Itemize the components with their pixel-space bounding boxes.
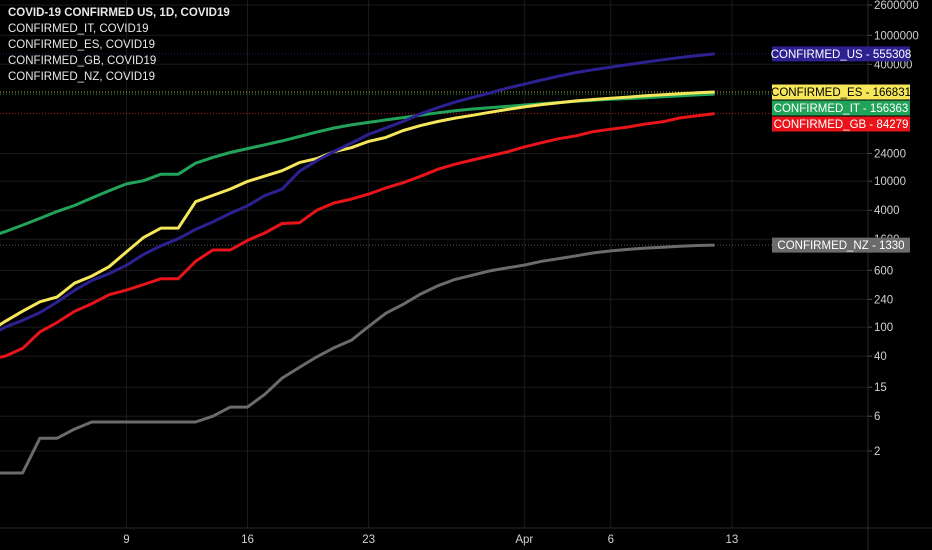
y-axis[interactable]: 2600000100000040000024000100004000160060… — [867, 0, 919, 550]
y-tick-label: 40 — [874, 351, 887, 363]
y-tick-label: 6 — [874, 411, 880, 423]
badge-label: CONFIRMED_NZ - 1330 — [777, 240, 904, 252]
y-tick-label: 4000 — [874, 205, 900, 217]
badge-label: CONFIRMED_IT - 156363 — [774, 103, 909, 115]
badge-confirmed-us[interactable]: CONFIRMED_US - 555308 — [771, 46, 912, 62]
series-line-confirmed-us[interactable] — [0, 52, 715, 336]
y-tick-label: 600 — [874, 265, 893, 277]
series-lines — [0, 52, 715, 475]
x-axis[interactable]: Mar91623Apr613 — [0, 527, 932, 546]
y-tick-label: 240 — [874, 294, 893, 306]
legend-item-it[interactable]: CONFIRMED_IT, COVID19 — [8, 23, 149, 35]
legend-item-es[interactable]: CONFIRMED_ES, COVID19 — [8, 39, 155, 51]
badge-bg — [772, 100, 910, 116]
y-tick-label: 400000 — [874, 59, 912, 71]
legend-item-nz[interactable]: CONFIRMED_NZ, COVID19 — [8, 71, 155, 83]
badge-confirmed-it[interactable]: CONFIRMED_IT - 156363 — [772, 100, 910, 116]
badge-confirmed-gb[interactable]: CONFIRMED_GB - 84279 — [772, 116, 910, 132]
legend-main-title[interactable]: COVID-19 CONFIRMED US, 1D, COVID19 — [8, 7, 230, 19]
y-tick-label: 1000000 — [874, 30, 919, 42]
series-line-confirmed-nz[interactable] — [0, 243, 715, 475]
x-tick-label: 16 — [241, 534, 254, 546]
badge-confirmed-es[interactable]: CONFIRMED_ES - 166831 — [771, 84, 911, 100]
badge-bg — [772, 116, 910, 132]
badge-bg — [772, 84, 910, 100]
badge-label: CONFIRMED_GB - 84279 — [774, 119, 909, 131]
y-tick-label: 100 — [874, 322, 893, 334]
series-line-confirmed-es[interactable] — [0, 90, 715, 333]
y-tick-label: 2 — [874, 446, 880, 458]
y-tick-label: 2600000 — [874, 0, 919, 12]
badge-confirmed-nz[interactable]: CONFIRMED_NZ - 1330 — [772, 237, 910, 253]
badge-bg — [772, 237, 910, 253]
x-tick-label: 9 — [123, 534, 129, 546]
y-tick-label: 15 — [874, 382, 887, 394]
y-tick-label: 24000 — [874, 148, 906, 160]
badge-label: CONFIRMED_US - 555308 — [771, 49, 912, 61]
y-tick-label: 10000 — [874, 176, 906, 188]
legend: COVID-19 CONFIRMED US, 1D, COVID19 CONFI… — [8, 5, 230, 85]
x-tick-label: 13 — [726, 534, 739, 546]
legend-item-gb[interactable]: CONFIRMED_GB, COVID19 — [8, 55, 157, 67]
badge-label: CONFIRMED_ES - 166831 — [771, 87, 911, 99]
x-tick-label: 23 — [362, 534, 375, 546]
price-badges: CONFIRMED_US - 555308 CONFIRMED_ES - 1668… — [771, 46, 912, 253]
series-line-confirmed-gb[interactable] — [0, 112, 715, 360]
reference-lines — [0, 53, 868, 246]
badge-bg — [772, 46, 910, 62]
x-tick-label: Apr — [515, 534, 533, 546]
x-tick-label: 6 — [608, 534, 614, 546]
